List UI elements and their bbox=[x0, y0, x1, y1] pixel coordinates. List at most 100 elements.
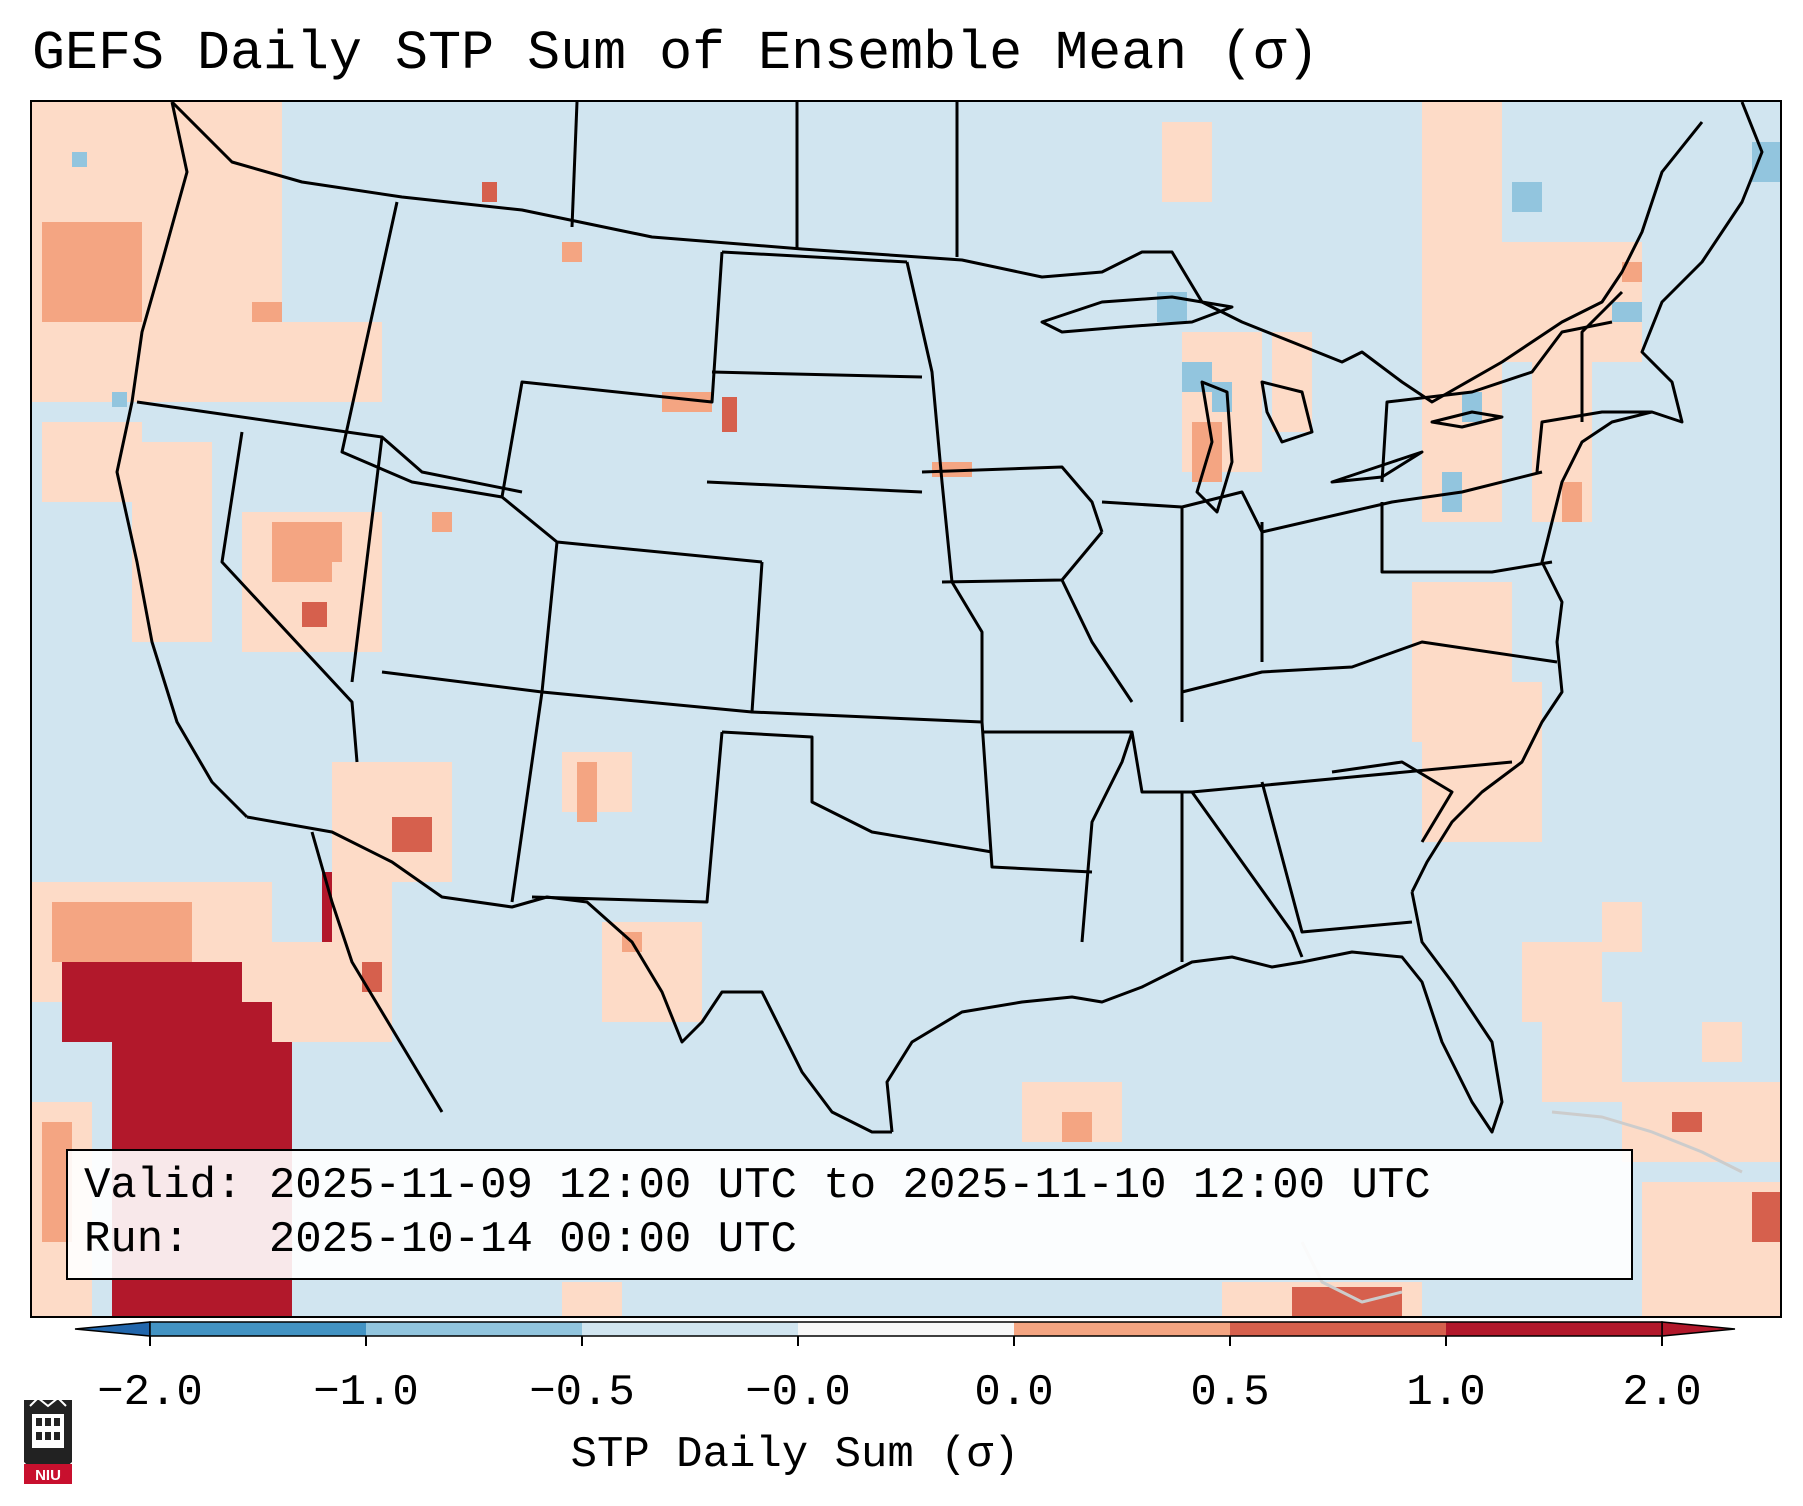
stp-cell bbox=[252, 302, 282, 322]
niu-logo-icon: NIU bbox=[20, 1392, 76, 1488]
stp-cell bbox=[1542, 1002, 1622, 1102]
map-panel[interactable] bbox=[30, 100, 1782, 1318]
state-line bbox=[501, 495, 763, 564]
stp-cell bbox=[52, 902, 192, 962]
lake-erie bbox=[1330, 450, 1424, 484]
stp-cell bbox=[1672, 1112, 1702, 1132]
state-boundaries bbox=[115, 102, 1764, 1304]
stp-cell bbox=[1422, 102, 1502, 522]
lake-superior bbox=[1040, 295, 1234, 334]
gulf-coastline bbox=[885, 891, 1504, 1134]
colorbar-tick-label: −0.0 bbox=[745, 1368, 851, 1418]
state-line bbox=[1580, 290, 1624, 422]
run-label: Run: bbox=[84, 1215, 190, 1265]
state-line bbox=[136, 400, 523, 494]
state-line bbox=[531, 731, 724, 904]
colorbar-tick-label: −0.5 bbox=[529, 1368, 635, 1418]
baja-peninsula bbox=[310, 831, 444, 1113]
stp-cell bbox=[722, 397, 737, 432]
colorbar-label: STP Daily Sum (σ) bbox=[570, 1430, 1020, 1480]
stp-field-map[interactable] bbox=[32, 102, 1782, 1318]
state-line bbox=[706, 480, 923, 494]
stp-cell bbox=[392, 817, 432, 852]
state-line bbox=[220, 431, 359, 763]
stp-cell bbox=[72, 152, 87, 167]
colorbar-tick-label: −2.0 bbox=[97, 1368, 203, 1418]
stp-cell bbox=[202, 322, 382, 402]
state-line bbox=[540, 541, 559, 693]
stp-cell bbox=[1622, 262, 1642, 282]
valid-line: Valid: 2025-11-09 12:00 UTC to 2025-11-1… bbox=[84, 1161, 1431, 1211]
colorbar-tick-label: 0.0 bbox=[974, 1368, 1054, 1418]
map-title: GEFS Daily STP Sum of Ensemble Mean (σ) bbox=[32, 22, 1320, 85]
stp-cell bbox=[1462, 392, 1482, 422]
stp-cell bbox=[1162, 122, 1212, 202]
state-line bbox=[1535, 410, 1652, 473]
colorbar-tick-label: 2.0 bbox=[1622, 1368, 1702, 1418]
colorbar-extend-low bbox=[74, 1321, 151, 1337]
logo-text: NIU bbox=[35, 1467, 61, 1484]
state-line bbox=[1190, 791, 1304, 958]
stp-cell bbox=[42, 422, 142, 502]
state-line bbox=[721, 250, 908, 264]
state-line bbox=[350, 436, 384, 683]
state-line bbox=[982, 730, 1513, 794]
lake-michigan bbox=[1195, 380, 1234, 514]
stp-cell bbox=[302, 602, 327, 627]
cuba-outline bbox=[1551, 1110, 1743, 1174]
colorbar-segment bbox=[582, 1322, 798, 1336]
stp-cell bbox=[112, 392, 127, 407]
stp-cell bbox=[1062, 1112, 1092, 1142]
stp-cell bbox=[1192, 422, 1222, 482]
state-line bbox=[905, 261, 984, 722]
stp-cell bbox=[1562, 482, 1582, 522]
state-line bbox=[510, 691, 544, 903]
stp-cell bbox=[132, 442, 212, 642]
state-line bbox=[1080, 731, 1134, 943]
colorbar-border bbox=[149, 1321, 1663, 1337]
colorbar-extend-high bbox=[1661, 1321, 1736, 1337]
state-line bbox=[721, 730, 993, 854]
stp-cell bbox=[1612, 302, 1642, 322]
colorbar bbox=[74, 1321, 1736, 1346]
stp-cell bbox=[562, 242, 582, 262]
state-line bbox=[921, 465, 1104, 533]
state-line bbox=[1331, 760, 1454, 843]
stp-cell bbox=[272, 942, 332, 1042]
stp-cell bbox=[1422, 682, 1542, 842]
state-line bbox=[1181, 640, 1558, 694]
stp-cell bbox=[42, 222, 142, 322]
stp-cell bbox=[272, 522, 342, 582]
colorbar-segment bbox=[1014, 1322, 1230, 1336]
stp-cell bbox=[1182, 362, 1212, 392]
stp-cell bbox=[362, 962, 382, 992]
west-coastline bbox=[115, 102, 249, 819]
state-line bbox=[711, 370, 923, 379]
stp-cell bbox=[577, 762, 597, 822]
valid-value: 2025-11-09 12:00 UTC to 2025-11-10 12:00… bbox=[268, 1161, 1431, 1211]
colorbar-segment bbox=[366, 1322, 582, 1336]
stp-cell bbox=[332, 562, 382, 612]
stp-cell bbox=[602, 922, 702, 1022]
atlantic-coastline bbox=[1410, 102, 1764, 893]
mexico-border bbox=[246, 815, 892, 1134]
stp-cell bbox=[1512, 182, 1542, 212]
state-line bbox=[570, 102, 579, 228]
colorbar-segment bbox=[1446, 1322, 1662, 1336]
run-value: 2025-10-14 00:00 UTC bbox=[268, 1215, 797, 1265]
run-info-box: Valid: 2025-11-09 12:00 UTC to 2025-11-1… bbox=[66, 1149, 1633, 1280]
state-line bbox=[941, 531, 1104, 584]
state-line bbox=[750, 561, 1093, 874]
state-line bbox=[381, 670, 753, 714]
state-line bbox=[1380, 320, 1613, 483]
colorbar-segment bbox=[150, 1322, 366, 1336]
colorbar-tick-label: 0.5 bbox=[1190, 1368, 1270, 1418]
stp-field-cells bbox=[32, 102, 1780, 1316]
state-line bbox=[1060, 579, 1134, 703]
colorbar-tick-label: −1.0 bbox=[313, 1368, 419, 1418]
lake-huron bbox=[1260, 380, 1314, 444]
colorbar-segment bbox=[798, 1322, 1014, 1336]
lake-ontario bbox=[1430, 410, 1504, 429]
stp-cell bbox=[562, 1282, 622, 1316]
colorbar-tick-label: 1.0 bbox=[1406, 1368, 1486, 1418]
